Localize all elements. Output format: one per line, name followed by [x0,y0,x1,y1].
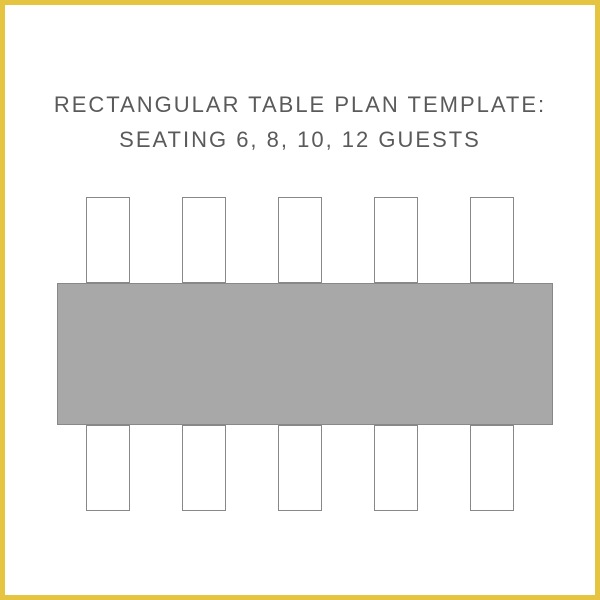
title-line-2: SEATING 6, 8, 10, 12 GUESTS [5,122,595,157]
page-title: RECTANGULAR TABLE PLAN TEMPLATE: SEATING… [5,87,595,157]
chair [374,197,418,283]
table-rect [57,283,553,425]
frame: RECTANGULAR TABLE PLAN TEMPLATE: SEATING… [0,0,600,600]
chair [374,425,418,511]
chair-row-bottom [5,425,595,511]
chair [86,425,130,511]
chair [182,197,226,283]
title-line-1: RECTANGULAR TABLE PLAN TEMPLATE: [5,87,595,122]
chair [86,197,130,283]
chair [470,425,514,511]
chair [278,197,322,283]
chair [182,425,226,511]
chair [278,425,322,511]
chair [470,197,514,283]
chair-row-top [5,197,595,283]
